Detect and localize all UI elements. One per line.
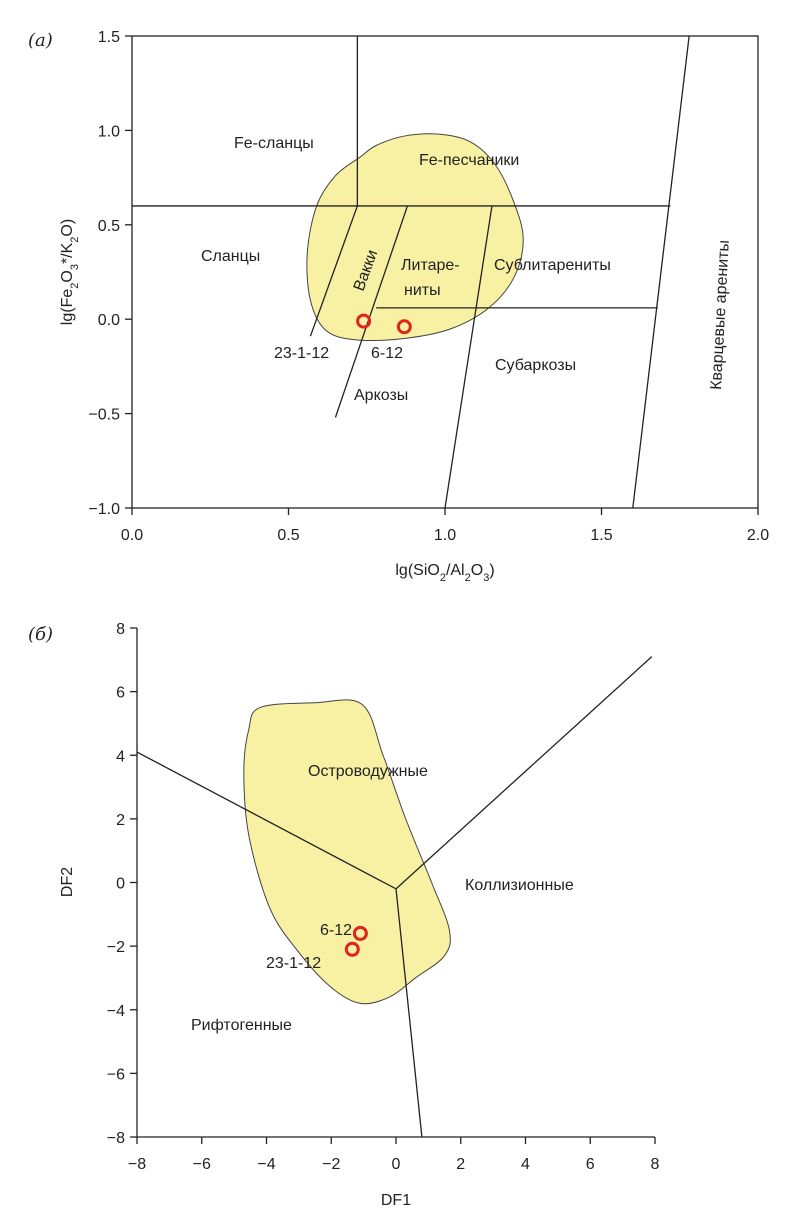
point-label-23-1-12-a: 23-1-12 bbox=[274, 345, 329, 362]
y-tick-label-b-7: −6 bbox=[107, 1066, 125, 1083]
x-tick-label-a-0: 0.0 bbox=[121, 527, 143, 544]
y-tick-label-b-3: 2 bbox=[116, 812, 125, 829]
data-point-6-12-a bbox=[396, 319, 412, 335]
y-tick-label-b-5: −2 bbox=[107, 939, 125, 956]
y-tick-label-a-1: 1.0 bbox=[98, 123, 120, 140]
region-label-quartz-arenite: Кварцевые арениты bbox=[708, 240, 733, 391]
region-label-rift: Рифтогенные bbox=[191, 1017, 292, 1034]
point-label-23-1-12-b: 23-1-12 bbox=[266, 955, 321, 972]
region-label-island-arc: Островодужные bbox=[308, 763, 428, 780]
x-tick-label-b-2: −4 bbox=[257, 1156, 275, 1173]
x-tick-label-b-7: 6 bbox=[586, 1156, 595, 1173]
y-axis-label-a: lg(Fe2O3*/K2O) bbox=[59, 219, 81, 325]
boundary-line-b-0 bbox=[136, 751, 397, 890]
y-tick-label-a-0: 1.5 bbox=[98, 29, 120, 46]
region-label-arkose: Аркозы bbox=[354, 387, 408, 404]
x-tick-label-b-3: −2 bbox=[322, 1156, 340, 1173]
x-tick-label-a-1: 0.5 bbox=[277, 527, 299, 544]
x-tick-label-b-8: 8 bbox=[651, 1156, 660, 1173]
y-tick-label-b-6: −4 bbox=[107, 1003, 125, 1020]
y-tick-label-b-8: −8 bbox=[107, 1130, 125, 1147]
x-tick-label-b-4: 0 bbox=[392, 1156, 401, 1173]
region-label-fe-sandstone: Fe-песчаники bbox=[419, 152, 519, 169]
x-tick-label-b-5: 2 bbox=[456, 1156, 465, 1173]
panel-label-b: (б) bbox=[28, 624, 53, 645]
x-axis-label-b: DF1 bbox=[381, 1192, 411, 1209]
boundary-line-b-1 bbox=[395, 656, 653, 890]
y-tick-label-b-1: 6 bbox=[116, 685, 125, 702]
x-tick-label-a-4: 2.0 bbox=[747, 527, 769, 544]
point-label-6-12-a: 6-12 bbox=[371, 345, 403, 362]
region-label-litharenite-2: ниты bbox=[404, 282, 441, 299]
region-label-sublitharenite: Сублитарениты bbox=[494, 257, 611, 274]
region-label-shale: Сланцы bbox=[201, 248, 260, 265]
boundary-line-a-6 bbox=[632, 35, 690, 509]
y-tick-label-a-4: −0.5 bbox=[88, 407, 120, 424]
region-label-subarkose: Субаркозы bbox=[495, 357, 576, 374]
x-tick-label-a-2: 1.0 bbox=[434, 527, 456, 544]
x-tick-label-b-6: 4 bbox=[521, 1156, 530, 1173]
y-tick-label-a-3: 0.0 bbox=[98, 312, 120, 329]
data-point-23-1-12-a bbox=[356, 313, 372, 329]
region-label-fe-shale: Fe-сланцы bbox=[234, 135, 314, 152]
data-point-23-1-12-b bbox=[344, 941, 360, 957]
panel-a: 0.0 0.5 1.0 1.5 2.01.51.00.50.0−0.5−1.0 (а) … bbox=[28, 29, 769, 584]
region-label-collisional: Коллизионные bbox=[465, 877, 574, 894]
boundary-line-b-2 bbox=[395, 888, 423, 1138]
y-tick-label-b-2: 4 bbox=[116, 748, 125, 765]
boundary-line-a-2 bbox=[309, 205, 358, 337]
data-point-6-12-b bbox=[352, 925, 368, 941]
boundary-line-a-3 bbox=[334, 205, 409, 418]
y-tick-label-a-5: −1.0 bbox=[88, 501, 120, 518]
y-tick-label-b-0: 8 bbox=[116, 621, 125, 638]
region-label-litharenite-1: Литаре- bbox=[401, 257, 460, 274]
x-tick-label-a-3: 1.5 bbox=[590, 527, 612, 544]
point-label-6-12-b: 6-12 bbox=[320, 922, 352, 939]
x-tick-label-b-0: −8 bbox=[128, 1156, 146, 1173]
y-tick-label-a-2: 0.5 bbox=[98, 218, 120, 235]
x-axis-label-a: lg(SiO2/Al2O3) bbox=[395, 562, 494, 584]
boundary-line-a-4 bbox=[444, 205, 493, 509]
panel-b: −8 −6 −4 −2 0 2 4 6 8 8 6 4 2 0 −2 −4 −6 −8 (б) DF1 DF2 О… bbox=[28, 621, 660, 1209]
y-axis-label-b: DF2 bbox=[59, 867, 76, 897]
sample-field-b bbox=[243, 699, 451, 1005]
y-tick-label-b-4: 0 bbox=[116, 876, 125, 893]
panel-label-a: (а) bbox=[28, 30, 53, 51]
x-tick-label-b-1: −6 bbox=[193, 1156, 211, 1173]
